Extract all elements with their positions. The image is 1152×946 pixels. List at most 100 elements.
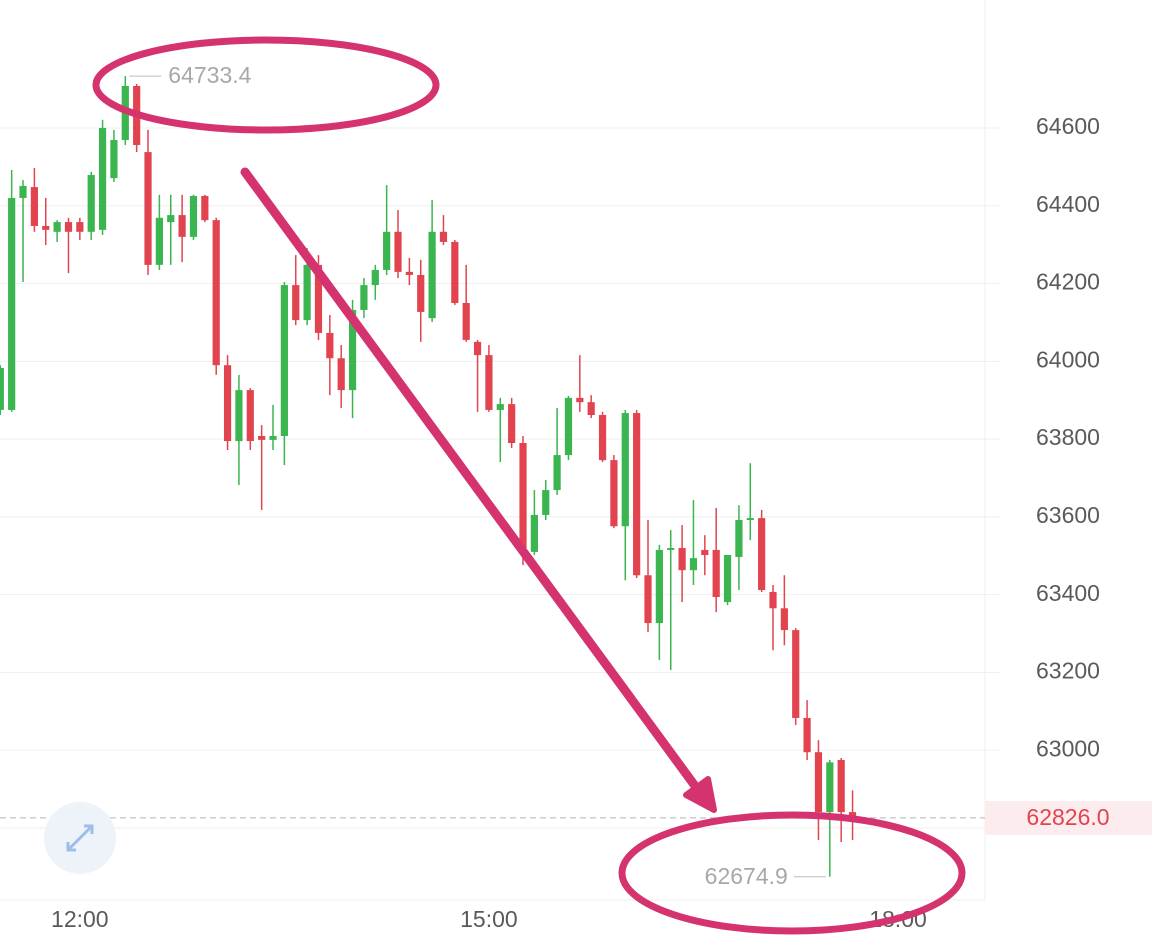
y-tick-label: 64400 (1036, 191, 1100, 217)
highlight-ellipse (92, 36, 440, 134)
candle-body (587, 402, 595, 415)
candle-body (280, 285, 288, 436)
candle-body (689, 558, 698, 571)
candle-body (769, 591, 777, 609)
candle-body (348, 309, 357, 391)
candle-body (837, 759, 845, 813)
candle-body (473, 341, 482, 356)
candle-body (383, 231, 391, 270)
candle-body (803, 717, 811, 753)
candle-body (155, 217, 163, 265)
candle-body (98, 127, 107, 230)
candle-body (496, 404, 504, 410)
y-tick-label: 63400 (1036, 580, 1100, 606)
candle-body (428, 231, 436, 319)
candle-body (644, 575, 652, 624)
candle-body (19, 185, 27, 198)
y-tick-label: 63800 (1036, 424, 1100, 450)
candle-body (598, 414, 607, 461)
candle-body (371, 269, 379, 286)
drawing-overlay (92, 36, 966, 935)
candle-body (530, 514, 538, 552)
candle-body (76, 222, 84, 232)
annotations: 64733.4 62674.9 62826.0 (0, 62, 1152, 889)
candle-body (576, 397, 584, 403)
candle-body (417, 274, 425, 312)
x-tick-label: 15:00 (460, 906, 518, 932)
candle-body (269, 435, 277, 440)
x-tick-label: 12:00 (51, 906, 109, 932)
candle-body (8, 197, 16, 410)
candle-body (723, 555, 732, 603)
candle-body (258, 435, 266, 440)
y-tick-label: 64000 (1036, 346, 1100, 372)
candle-body (303, 264, 311, 321)
candle-body (792, 630, 800, 718)
y-tick-label: 64200 (1036, 269, 1100, 295)
candle-body (178, 215, 186, 237)
candle-body (144, 152, 152, 265)
candle-body (360, 285, 368, 310)
candle-body (451, 241, 459, 303)
candle-body (42, 225, 50, 230)
candle-body (64, 222, 73, 232)
candle-body (30, 187, 38, 226)
candle-body (292, 285, 300, 321)
candle-body (553, 455, 561, 491)
candle-body (678, 548, 686, 571)
candle-body (633, 413, 641, 576)
candle-body (53, 222, 61, 232)
candle-body (826, 762, 834, 813)
min-label: 62674.9 (705, 863, 788, 889)
candle-body (189, 196, 198, 237)
candle-body (848, 812, 857, 818)
candle-body (780, 608, 788, 631)
candle-body (814, 752, 823, 813)
last-price-label: 62826.0 (1026, 804, 1109, 830)
candle-body (439, 231, 448, 242)
y-tick-label: 63000 (1036, 735, 1100, 761)
y-tick-label: 63200 (1036, 658, 1100, 684)
grid: 6280063000632006340063600638006400064200… (0, 113, 1100, 932)
candle-body (508, 404, 516, 443)
y-tick-label: 64600 (1036, 113, 1100, 139)
candle-body (246, 390, 254, 442)
candle-body (405, 271, 413, 275)
candle-body (701, 549, 709, 556)
candle-body (564, 397, 573, 456)
candle-body (746, 518, 754, 521)
arrow-head (683, 776, 717, 813)
candle-body (542, 490, 550, 515)
last-price-box (985, 800, 1152, 835)
candle-body (110, 140, 118, 179)
trend-arrow (240, 167, 703, 795)
candle-body (212, 220, 220, 366)
candle-body (655, 549, 663, 624)
expand-button[interactable] (44, 802, 116, 874)
candles (0, 76, 857, 877)
candle-body (621, 413, 629, 527)
candle-body (712, 549, 720, 598)
expand-icon[interactable] (66, 824, 94, 852)
candle-body (735, 520, 743, 557)
candle-body (519, 442, 527, 549)
max-label: 64733.4 (168, 62, 251, 88)
candle-body (326, 332, 334, 359)
candle-body (235, 390, 243, 442)
y-tick-label: 63600 (1036, 502, 1100, 528)
candle-body (394, 231, 402, 272)
candle-body (223, 365, 232, 442)
candle-body (167, 215, 175, 223)
candle-body (337, 358, 345, 391)
candle-body (610, 460, 618, 527)
candle-body (485, 355, 493, 410)
highlight-ellipse (618, 811, 966, 935)
candle-body (314, 264, 323, 333)
candle-body (0, 367, 4, 410)
candle-body (87, 175, 95, 232)
candle-body (462, 302, 470, 340)
candle-body (667, 548, 675, 550)
candle-body (201, 196, 209, 221)
